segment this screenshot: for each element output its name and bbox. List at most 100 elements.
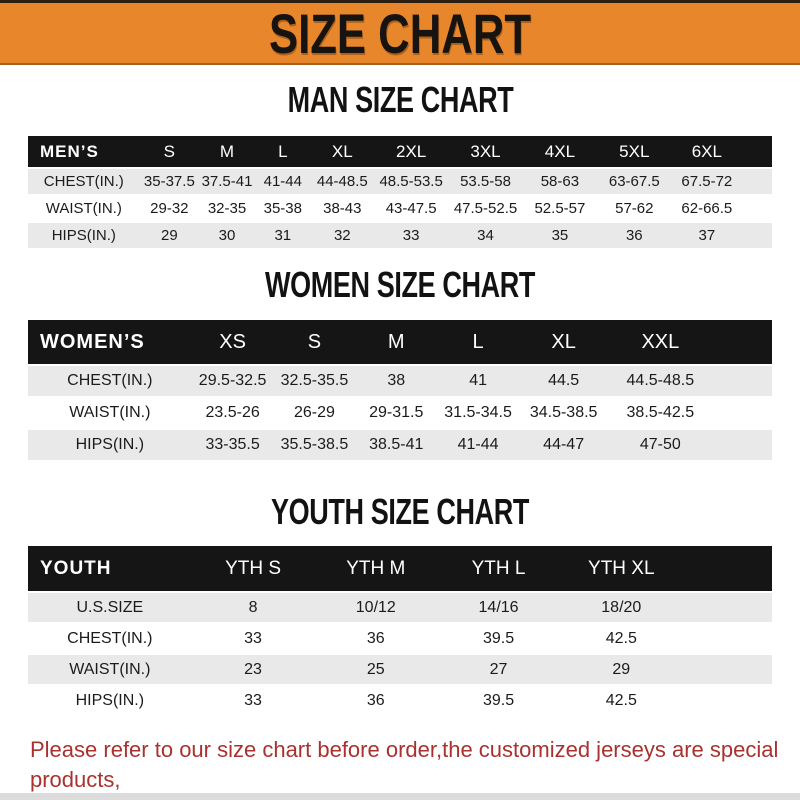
man-size-chart-heading: MAN SIZE CHART xyxy=(0,80,800,120)
size-value: 52.5-57 xyxy=(534,200,586,217)
size-value: 33-35.5 xyxy=(205,436,260,453)
measurement-label: HIPS(IN.) xyxy=(75,691,145,709)
size-value: 38.5-42.5 xyxy=(626,404,695,421)
size-column-header: L xyxy=(254,136,311,168)
size-value: 47-50 xyxy=(639,436,681,453)
table-title-cell: WOMEN’S xyxy=(28,320,192,365)
table-row: HIPS(IN.) 29 30 31 32 33 34 35 36 37 xyxy=(28,222,772,249)
size-value: 41-44 xyxy=(263,173,302,190)
size-value: 33 xyxy=(244,691,262,709)
size-value: 30 xyxy=(218,227,236,244)
filler-cell xyxy=(742,136,772,168)
filler-cell xyxy=(683,654,772,685)
size-value: 44.5 xyxy=(548,372,580,389)
size-value: 29 xyxy=(161,227,178,244)
heading-text: WOMEN SIZE CHART xyxy=(264,264,535,305)
size-column-header: 6XL xyxy=(671,136,743,168)
size-column-header: M xyxy=(355,320,438,365)
table-row: CHEST(IN.) 33 36 39.5 42.5 xyxy=(28,623,772,654)
size-value: 32 xyxy=(333,227,351,244)
size-value: 29.5-32.5 xyxy=(198,372,267,389)
filler-cell xyxy=(683,592,772,623)
size-column-header: S xyxy=(273,320,356,365)
table-row: CHEST(IN.) 35-37.5 37.5-41 41-44 44-48.5 48.5… xyxy=(28,168,772,195)
heading-text: MAN SIZE CHART xyxy=(287,79,513,120)
size-value: 38 xyxy=(387,372,406,389)
size-column-header: YTH L xyxy=(437,546,560,592)
size-value: 36 xyxy=(625,227,643,244)
measurement-label: CHEST(IN.) xyxy=(67,629,153,647)
table-row: HIPS(IN.) 33 36 39.5 42.5 xyxy=(28,685,772,716)
size-value: 58-63 xyxy=(540,173,580,190)
women-size-chart-heading: WOMEN SIZE CHART xyxy=(0,265,800,305)
filler-cell xyxy=(682,546,772,592)
size-value: 29 xyxy=(612,660,631,678)
filler-cell xyxy=(742,168,772,195)
filler-cell xyxy=(683,623,772,654)
size-value: 35.5-38.5 xyxy=(280,436,349,453)
size-value: 44.5-48.5 xyxy=(626,372,695,389)
size-value: 14/16 xyxy=(478,598,519,616)
measurement-label: WAIST(IN.) xyxy=(69,404,151,421)
youth-size-section: YOUTH SIZE CHART YOUTH YTH S YTH M YTH L YTH… xyxy=(0,492,800,717)
filler-cell xyxy=(712,397,772,429)
size-value: 23 xyxy=(244,660,262,678)
banner-title: SIZE CHART xyxy=(268,1,532,65)
filler-cell xyxy=(683,685,772,716)
size-value: 10/12 xyxy=(355,598,396,616)
size-column-header: 3XL xyxy=(448,136,523,168)
table-row: HIPS(IN.) 33-35.5 35.5-38.5 38.5-41 41-44 44-… xyxy=(28,429,772,461)
measurement-label: WAIST(IN.) xyxy=(45,200,122,217)
size-value: 41-44 xyxy=(457,436,499,453)
header-row: YOUTH YTH S YTH M YTH L YTH XL xyxy=(28,546,772,592)
size-value: 29-31.5 xyxy=(369,404,424,421)
filler-cell xyxy=(742,195,772,222)
size-value: 41 xyxy=(469,372,487,389)
table-row: U.S.SIZE 8 10/12 14/16 18/20 xyxy=(28,592,772,623)
table-row: WAIST(IN.) 23 25 27 29 xyxy=(28,654,772,685)
size-value: 32-35 xyxy=(207,200,247,217)
size-value: 53.5-58 xyxy=(460,173,511,190)
measurement-label: WAIST(IN.) xyxy=(69,660,151,678)
youth-size-table: YOUTH YTH S YTH M YTH L YTH XL U.S.SIZE 8 10/12… xyxy=(28,546,772,717)
size-value: 39.5 xyxy=(482,629,515,647)
bottom-edge-strip xyxy=(0,793,800,800)
size-value: 36 xyxy=(366,691,385,709)
size-value: 36 xyxy=(366,629,385,647)
size-column-header: 4XL xyxy=(522,136,598,168)
table-title-cell: YOUTH xyxy=(28,546,192,592)
size-column-header: M xyxy=(199,136,255,168)
size-value: 62-66.5 xyxy=(681,200,733,217)
size-column-header: YTH XL xyxy=(559,546,683,592)
header-row: MEN’S S M L XL 2XL 3XL 4XL 5XL 6XL xyxy=(28,136,772,168)
size-value: 29-32 xyxy=(150,200,189,217)
size-value: 47.5-52.5 xyxy=(453,200,518,217)
size-value: 34.5-38.5 xyxy=(529,404,598,421)
size-value: 35 xyxy=(551,227,569,244)
size-chart-banner: SIZE CHART xyxy=(0,0,800,65)
size-column-header: YTH S xyxy=(191,546,315,592)
size-value: 38-43 xyxy=(323,200,362,217)
order-policy-note: Please refer to our size chart before or… xyxy=(30,735,780,800)
size-value: 23.5-26 xyxy=(205,404,260,421)
size-column-header: XL xyxy=(310,136,374,168)
size-value: 38.5-41 xyxy=(369,436,424,453)
size-value: 39.5 xyxy=(482,691,515,709)
size-value: 67.5-72 xyxy=(681,173,733,190)
measurement-label: U.S.SIZE xyxy=(76,598,144,616)
size-value: 37 xyxy=(698,227,716,244)
size-value: 33 xyxy=(402,227,420,244)
heading-text: YOUTH SIZE CHART xyxy=(270,491,529,532)
table-row: CHEST(IN.) 29.5-32.5 32.5-35.5 38 41 44.5 44.5… xyxy=(28,365,772,397)
filler-cell xyxy=(712,320,772,365)
filler-cell xyxy=(712,429,772,461)
measurement-label: HIPS(IN.) xyxy=(51,227,116,244)
measurement-label: CHEST(IN.) xyxy=(43,173,124,190)
size-value: 31.5-34.5 xyxy=(444,404,512,421)
size-value: 37.5-41 xyxy=(201,173,253,190)
size-column-header: XL xyxy=(519,320,609,365)
size-value: 34 xyxy=(477,227,494,244)
size-value: 33 xyxy=(244,629,262,647)
size-column-header: XS xyxy=(191,320,274,365)
size-value: 42.5 xyxy=(605,629,637,647)
